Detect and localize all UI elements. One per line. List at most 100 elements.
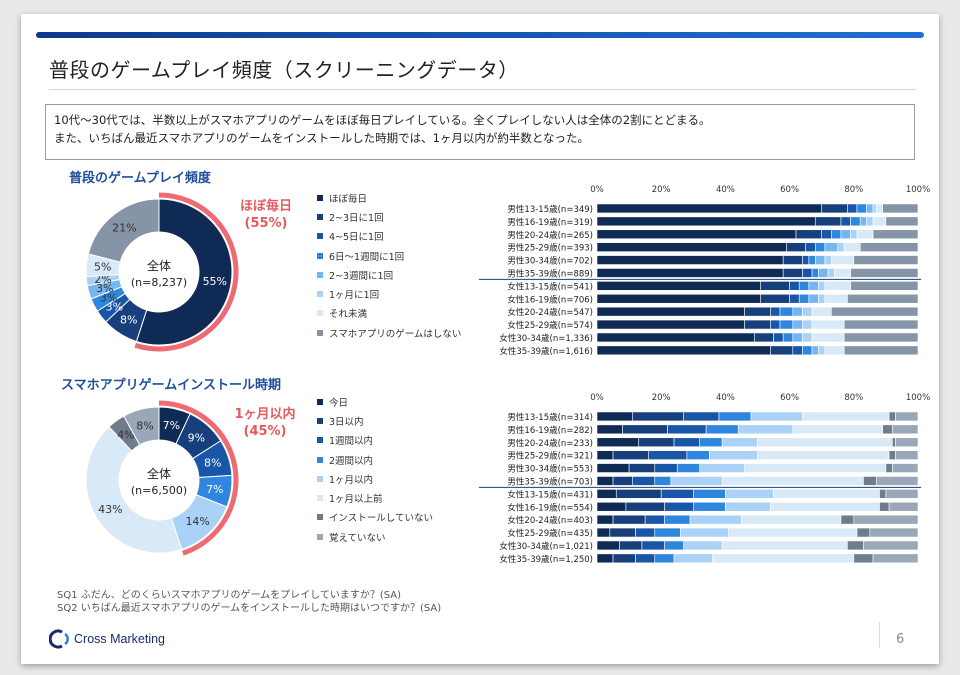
legend2-item-0: 今日 — [317, 392, 433, 411]
bar1-row-10-seg-1 — [753, 332, 774, 343]
bar1-tick-4: 80% — [844, 185, 863, 195]
bar2-row-8-seg-7 — [853, 514, 919, 525]
bar1-row-1-seg-7 — [885, 216, 919, 227]
bar1-row-2-seg-0 — [596, 229, 797, 240]
bar2-row-6-seg-7 — [885, 489, 919, 499]
bar1-row-10-seg-5 — [802, 332, 813, 343]
bar1-row-2-seg-2 — [821, 229, 832, 240]
bar2-row-11-seg-4 — [673, 553, 713, 564]
chart2-title: スマホアプリゲームインストール時期 — [61, 378, 281, 393]
bar2-row-1-seg-5 — [792, 424, 883, 435]
bar1-row-10-seg-6 — [811, 332, 845, 343]
legend2-swatch-3 — [317, 456, 323, 463]
stacked-bar-install-timing: 0% 20% 40% 60% 80% 100% 男性13-15歳(n=314) 男性16-19… — [479, 393, 930, 565]
bar1-row-5-seg-7 — [850, 268, 919, 278]
footnote-sq2: SQ2 いちばん最近スマホアプリのゲームをインストールした時期はいつですか？(S… — [57, 603, 442, 614]
bar1-row-1-seg-6 — [872, 216, 887, 227]
bar1-row-10-seg-3 — [782, 332, 794, 343]
bar1-row-4-seg-6 — [831, 255, 855, 265]
legend1-item-4: 2~3週間に1回 — [317, 265, 461, 284]
chart1-legend: ほぼ毎日 2~3日に1回 4~5日に1回 6日～1週間に1回 2~3週間に1回 1ヶ月に1… — [317, 188, 461, 342]
bar2-row-4-seg-4 — [699, 463, 745, 473]
bar2-row-11-seg-2 — [635, 553, 656, 564]
bar2-row-0-seg-6 — [888, 411, 896, 422]
bar1-category-10: 女性30-34歳(n=1,336) — [499, 333, 593, 344]
bar2-row-5-seg-5 — [721, 476, 864, 486]
donut-chart-install-timing: 7%9%8%7%14%43%4%8%全体(n=6,500) — [85, 400, 239, 556]
bar2-row-11-seg-6 — [853, 553, 874, 564]
bar1-category-2: 男性20-24歳(n=265) — [507, 230, 593, 241]
bar1-row-5-seg-4 — [818, 268, 829, 278]
bar2-row-8-seg-3 — [664, 514, 691, 525]
bar2-row-0-seg-1 — [632, 411, 684, 422]
bar2-row-6-seg-1 — [615, 489, 662, 499]
bar2-row-10-seg-2 — [641, 540, 665, 551]
bar1-row-6-seg-4 — [808, 281, 819, 291]
legend2-item-4: 1ヶ月以内 — [317, 469, 433, 488]
bar2-category-9: 女性25-29歳(n=435) — [507, 528, 593, 539]
bar2-row-10-seg-3 — [664, 540, 684, 551]
bar1-row-4-seg-4 — [814, 255, 826, 265]
bar2-row-2-seg-5 — [757, 437, 893, 448]
bar1-category-0: 男性13-15歳(n=349) — [507, 204, 593, 215]
legend2-label-3: 2週間以内 — [329, 455, 374, 467]
bar2-row-9-seg-4 — [680, 527, 729, 538]
donut2-slice-label-3: 7% — [206, 483, 223, 496]
bar1-tick-3: 60% — [780, 185, 799, 195]
stacked-bar-play-frequency: 0% 20% 40% 60% 80% 100% 男性13-15歳(n=349) 男性16-19… — [479, 185, 930, 357]
bar1-tick-0: 0% — [590, 185, 604, 195]
legend1-label-1: 2~3日に1回 — [329, 212, 384, 224]
bar2-row-9-seg-0 — [596, 527, 611, 538]
bar1-category-11: 女性35-39歳(n=1,616) — [499, 346, 593, 357]
chart2-callout-value: (45%) — [243, 424, 287, 439]
bar1-row-11-seg-3 — [802, 345, 813, 356]
legend1-swatch-7 — [317, 329, 323, 336]
bar2-category-1: 男性16-19歳(n=282) — [507, 425, 593, 436]
legend1-swatch-0 — [317, 194, 323, 201]
bar1-row-11-seg-6 — [824, 345, 845, 356]
bar2-row-4-seg-6 — [885, 463, 893, 473]
bar2-row-7-seg-6 — [879, 501, 890, 512]
bar2-row-10-seg-5 — [721, 540, 848, 551]
bar2-category-2: 男性20-24歳(n=233) — [507, 438, 593, 449]
bar2-row-6-seg-2 — [660, 489, 694, 499]
chart1-callout: ほぼ毎日 (55%) — [231, 198, 301, 232]
bar2-row-9-seg-3 — [654, 527, 681, 538]
bar1-row-5-seg-6 — [834, 268, 851, 278]
bar2-row-8-seg-4 — [689, 514, 742, 525]
bar2-row-3-seg-7 — [895, 450, 919, 460]
bar1-row-9-seg-1 — [744, 319, 771, 330]
chart2-legend: 今日 3日以内 1週間以内 2週間以内 1ヶ月以内 1ヶ月以上前 インストールしていない 覚え… — [317, 392, 433, 546]
bar2-tick-3: 60% — [780, 393, 799, 403]
donut2-slice-label-6: 4% — [117, 428, 134, 441]
bar1-row-7-seg-2 — [789, 293, 800, 304]
bar1-row-11-seg-2 — [792, 345, 803, 356]
bar1-row-9-seg-4 — [792, 319, 803, 330]
bar2-row-6-seg-0 — [596, 489, 617, 499]
bar1-row-8-seg-5 — [802, 306, 813, 317]
bar2-row-11-seg-0 — [596, 553, 614, 564]
donut-chart-play-frequency: 55%8%3%3%3%2%5%21%全体(n=8,237) — [85, 192, 239, 352]
bar2-row-1-seg-3 — [705, 424, 739, 435]
bar1-row-1-seg-3 — [850, 216, 861, 227]
legend1-item-3: 6日～1週間に1回 — [317, 246, 461, 265]
donut1-slice-label-3: 3% — [100, 292, 117, 305]
donut1-slice-label-1: 8% — [120, 314, 137, 327]
legend2-label-6: インストールしていない — [329, 513, 434, 525]
bar1-row-6-seg-2 — [789, 281, 800, 291]
bar1-row-0-seg-2 — [847, 203, 858, 214]
bar1-row-9-seg-3 — [779, 319, 794, 330]
bar2-row-8-seg-1 — [612, 514, 646, 525]
bar1-row-7-seg-7 — [847, 293, 919, 304]
bar2-row-4-seg-3 — [676, 463, 701, 473]
bar2-row-1-seg-4 — [737, 424, 794, 435]
bar2-row-8-seg-6 — [840, 514, 855, 525]
bar2-row-10-seg-4 — [683, 540, 723, 551]
legend2-label-4: 1ヶ月以内 — [329, 474, 374, 486]
bar2-row-7-seg-4 — [725, 501, 771, 512]
bar2-tick-2: 40% — [716, 393, 735, 403]
bar1-row-3-seg-6 — [843, 242, 861, 252]
bar1-category-8: 女性20-24歳(n=547) — [507, 307, 593, 318]
bar1-category-9: 女性25-29歳(n=574) — [507, 320, 593, 331]
donut1-slice-label-6: 5% — [94, 261, 111, 274]
